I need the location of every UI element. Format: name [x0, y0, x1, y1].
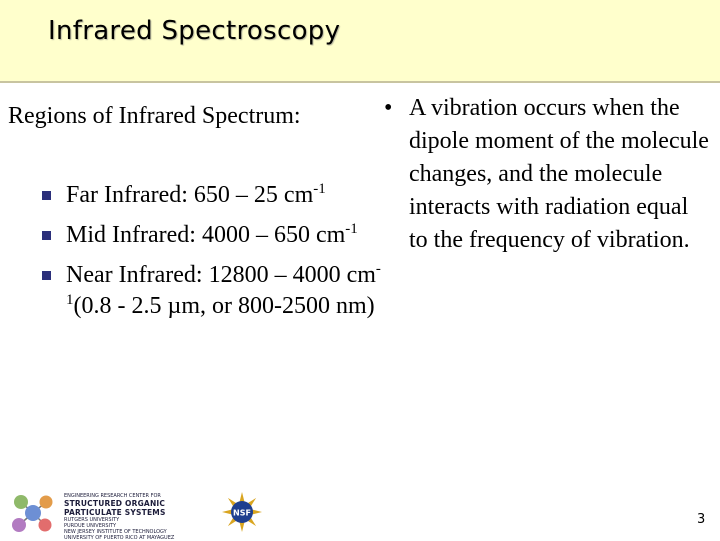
- regions-list: Far Infrared: 650 – 25 cm-1 Mid Infrared…: [42, 180, 392, 331]
- logo-text-block: ENGINEERING RESEARCH CENTER FOR STRUCTUR…: [64, 493, 224, 541]
- logo-institution-3: NEW JERSEY INSTITUTE OF TECHNOLOGY: [64, 529, 167, 535]
- list-item-mid-infrared: Mid Infrared: 4000 – 650 cm-1: [42, 220, 392, 251]
- title-bar: Infrared Spectroscopy: [0, 0, 720, 83]
- molecule-logo-icon: [12, 495, 53, 532]
- logo-line-1: ENGINEERING RESEARCH CENTER FOR: [64, 493, 161, 499]
- list-item-near-infrared: Near Infrared: 12800 – 4000 cm-1(0.8 - 2…: [42, 260, 392, 322]
- svg-text:NSF: NSF: [233, 509, 251, 518]
- vibration-note: • A vibration occurs when the dipole mom…: [384, 92, 709, 257]
- vibration-text: A vibration occurs when the dipole momen…: [409, 95, 709, 253]
- mid-infrared-sup: -1: [345, 221, 358, 237]
- far-infrared-text: Far Infrared: 650 – 25 cm: [66, 182, 314, 208]
- list-item-far-infrared: Far Infrared: 650 – 25 cm-1: [42, 180, 392, 211]
- near-infrared-text: Near Infrared: 12800 – 4000 cm: [66, 262, 376, 288]
- round-bullet-icon: •: [384, 95, 393, 121]
- logo-institution-2: PURDUE UNIVERSITY: [64, 523, 117, 529]
- page-number: 3: [697, 512, 706, 527]
- logo-institution-4: UNIVERSITY OF PUERTO RICO AT MAYAGUEZ: [64, 535, 175, 541]
- square-bullet-icon: [42, 271, 51, 280]
- erc-logo: ENGINEERING RESEARCH CENTER FOR STRUCTUR…: [10, 486, 220, 541]
- regions-heading: Regions of Infrared Spectrum:: [8, 103, 301, 129]
- square-bullet-icon: [42, 231, 51, 240]
- logo-line-2: STRUCTURED ORGANIC PARTICULATE SYSTEMS: [64, 499, 166, 517]
- square-bullet-icon: [42, 191, 51, 200]
- near-infrared-sup: -1: [66, 261, 381, 308]
- near-infrared-range: (0.8 - 2.5 µm, or 800-2500 nm): [73, 293, 375, 319]
- nsf-logo-icon: NSF: [222, 492, 262, 532]
- mid-infrared-text: Mid Infrared: 4000 – 650 cm: [66, 222, 346, 248]
- logo-institution-1: RUTGERS UNIVERSITY: [64, 517, 120, 523]
- slide-title: Infrared Spectroscopy: [48, 16, 341, 46]
- far-infrared-sup: -1: [313, 181, 326, 197]
